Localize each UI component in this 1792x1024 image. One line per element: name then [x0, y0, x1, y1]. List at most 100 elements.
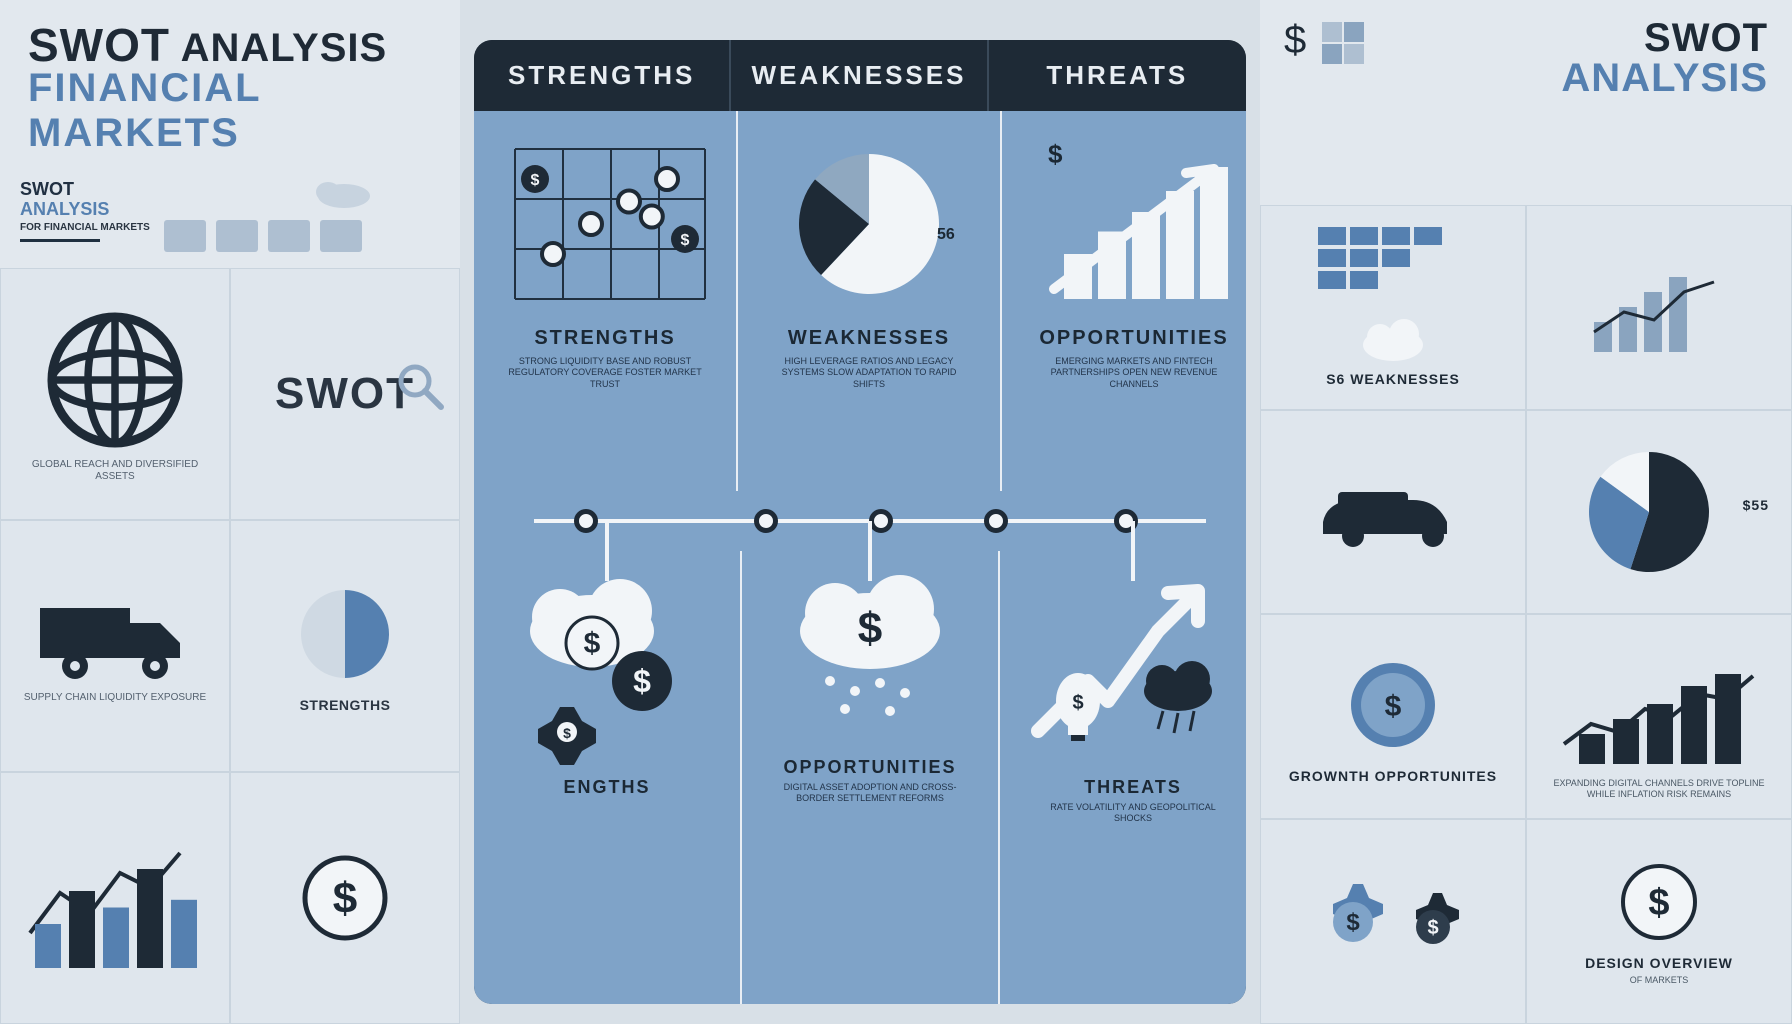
right-title-l2: ANALYSIS — [1386, 58, 1768, 98]
title-swot: SWOT — [28, 19, 170, 71]
truck-icon — [30, 588, 200, 688]
svg-text:$: $ — [1048, 139, 1063, 169]
center-column: STRENGTHS WEAKNESSES THREATS — [460, 0, 1260, 1024]
left-subtitle-l2: ANALYSIS — [20, 200, 150, 220]
cell-bottom-opportunities: $ OPPORTUNITIES DIGITAL ASSET ADOPTION A… — [742, 551, 1000, 1004]
rtile-pie2: $55 — [1526, 410, 1792, 615]
svg-text:$: $ — [1346, 909, 1360, 936]
linechart-icon — [1549, 634, 1769, 774]
cloud-small-icon — [1358, 317, 1428, 363]
thumb-icon — [268, 220, 310, 252]
right-column: $ SWOT ANALYSIS S6 WEAKNESSES — [1260, 0, 1792, 1024]
globe-caption: GLOBAL REACH AND DIVERSIFIED ASSETS — [15, 459, 215, 483]
rtile-linechart-desc: EXPANDING DIGITAL CHANNELS DRIVE TOPLINE… — [1541, 778, 1777, 800]
rtile-footer-l2: OF MARKETS — [1630, 975, 1689, 986]
truck-tile: SUPPLY CHAIN LIQUIDITY EXPOSURE — [0, 520, 230, 772]
swot-badge-tile: SWOT — [230, 268, 460, 520]
left-title-block: SWOT ANALYSIS FINANCIAL MARKETS — [0, 0, 460, 170]
cell-strengths: $ $ STRENGTHS STRONG LIQUIDITY BASE AND … — [474, 111, 738, 491]
cloud-mini-icon — [164, 180, 374, 210]
right-header: $ SWOT ANALYSIS — [1260, 0, 1792, 205]
svg-text:$: $ — [681, 232, 690, 249]
svg-text:$: $ — [531, 172, 540, 189]
left-subtitle-l3: FOR FINANCIAL MARKETS — [20, 222, 150, 233]
left-subtitle-l1: SWOT — [20, 180, 150, 200]
timeline-node — [754, 509, 778, 533]
cell-opportunities-desc: EMERGING MARKETS AND FINTECH PARTNERSHIP… — [1034, 356, 1234, 390]
cell-opportunities-title: OPPORTUNITIES — [1039, 327, 1228, 350]
thumb-icon — [320, 220, 362, 252]
cell-bt-desc: RATE VOLATILITY AND GEOPOLITICAL SHOCKS — [1033, 802, 1233, 824]
growth-coin-icon: $ — [1338, 650, 1448, 760]
halfpie-icon — [290, 579, 400, 689]
cell-weaknesses-title: WEAKNESSES — [788, 327, 950, 350]
cloud-rain-dollar-icon: $ — [760, 561, 980, 751]
swot-badge: SWOT — [275, 369, 415, 419]
cell-strengths-title: STRENGTHS — [534, 327, 675, 350]
connector-icon — [605, 521, 609, 581]
panel-top-row: $ $ STRENGTHS STRONG LIQUIDITY BASE AND … — [474, 111, 1246, 491]
right-header-icons: $ — [1284, 18, 1368, 64]
svg-text:$: $ — [563, 725, 571, 741]
thumb-icon — [164, 220, 206, 252]
connector-icon — [1131, 521, 1135, 581]
pie-label: 56 — [937, 226, 955, 243]
growth-bars-icon: $ — [1024, 129, 1244, 319]
rtile-growth: $ GROWNTH OPPORTUNITES — [1260, 614, 1526, 819]
right-title-l1: SWOT — [1386, 18, 1768, 58]
rtile-gears: $ $ — [1260, 819, 1526, 1024]
dollar-icon: $ — [1284, 18, 1306, 64]
rtile-footer-l1: DESIGN OVERVIEW — [1585, 955, 1733, 971]
left-subheader: SWOT ANALYSIS FOR FINANCIAL MARKETS — [0, 170, 460, 268]
swot-badge-text: SWOT — [275, 369, 415, 418]
cell-weaknesses: 56 WEAKNESSES HIGH LEVERAGE RATIOS AND L… — [738, 111, 1002, 491]
right-title: SWOT ANALYSIS — [1386, 18, 1768, 98]
pie-chart-icon: 56 — [769, 129, 969, 319]
magnifier-icon — [397, 363, 447, 413]
thumb-strip — [164, 180, 440, 252]
gridblocks-icon — [1318, 227, 1468, 317]
cell-opportunities: $ OPPORTUNITIES EMERGING MARKETS AND FIN… — [1002, 111, 1246, 491]
globe-tile: GLOBAL REACH AND DIVERSIFIED ASSETS — [0, 268, 230, 520]
svg-text:$: $ — [1385, 690, 1402, 723]
rule-icon — [20, 239, 100, 242]
header-weaknesses: WEAKNESSES — [731, 40, 988, 111]
halfpie-tile: STRENGTHS — [230, 520, 460, 772]
cell-bottom-threats: $ THREATS RATE VOLATILITY AND GEOPOLITIC… — [1000, 551, 1246, 1004]
gears-icon: $ $ — [1293, 857, 1493, 987]
rtile-linechart: EXPANDING DIGITAL CHANNELS DRIVE TOPLINE… — [1526, 614, 1792, 819]
svg-text:$: $ — [1072, 692, 1083, 714]
cloud-dollar-gear-icon: $ $ $ — [492, 561, 722, 771]
swot-panel: STRENGTHS WEAKNESSES THREATS — [474, 40, 1246, 1004]
timeline-node — [984, 509, 1008, 533]
panel-body: $ $ STRENGTHS STRONG LIQUIDITY BASE AND … — [474, 111, 1246, 1004]
svg-text:$: $ — [333, 874, 357, 923]
svg-text:$: $ — [1648, 882, 1669, 924]
cell-bt-title: THREATS — [1084, 777, 1182, 798]
threats-icons: $ — [1018, 561, 1246, 771]
infographic-root: SWOT ANALYSIS FINANCIAL MARKETS SWOT ANA… — [0, 0, 1792, 1024]
panel-bottom-row: $ $ $ ENGTHS $ OPPORTUNITIES — [474, 551, 1246, 1004]
car-icon — [1308, 472, 1478, 552]
thumb-row — [164, 220, 440, 252]
title-analysis: ANALYSIS — [181, 26, 388, 70]
svg-text:$: $ — [633, 663, 651, 699]
cell-bo-title: OPPORTUNITIES — [783, 757, 956, 778]
svg-text:$: $ — [858, 604, 882, 653]
globe-icon — [40, 305, 190, 455]
cell-bs-title: ENGTHS — [563, 777, 650, 798]
title-financial-markets: FINANCIAL MARKETS — [28, 66, 432, 156]
thumb-icon — [216, 220, 258, 252]
left-tile-grid: GLOBAL REACH AND DIVERSIFIED ASSETS SWOT — [0, 268, 460, 1024]
linebar-tile — [0, 772, 230, 1024]
rtile-grid: S6 WEAKNESSES — [1260, 205, 1526, 410]
rtile-minibars — [1526, 205, 1792, 410]
timeline-node — [869, 509, 893, 533]
halfpie-label: STRENGTHS — [300, 697, 391, 713]
header-threats: THREATS — [989, 40, 1246, 111]
dollar-coin-icon: $ — [290, 843, 400, 953]
coin-tile: $ — [230, 772, 460, 1024]
rtile-growth-label: GROWNTH OPPORTUNITES — [1289, 768, 1497, 784]
scatter-chart-icon: $ $ — [495, 129, 715, 319]
left-subtitle: SWOT ANALYSIS FOR FINANCIAL MARKETS — [20, 180, 150, 242]
